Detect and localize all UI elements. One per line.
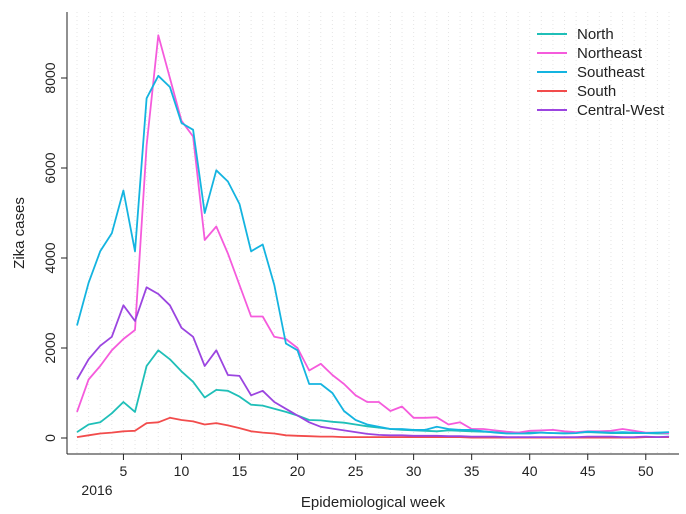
x-tick-label: 10 — [174, 463, 190, 479]
x-tick-label: 45 — [580, 463, 596, 479]
x-tick-label: 50 — [638, 463, 654, 479]
x-tick-label: 40 — [522, 463, 538, 479]
x-axis: 5 10 15 20 25 30 35 40 45 50 — [67, 453, 679, 479]
y-tick-label: 6000 — [42, 152, 58, 183]
legend-label-central-west: Central-West — [577, 102, 665, 119]
x-axis-title: Epidemiological week — [301, 494, 446, 511]
series-line-southeast — [76, 74, 670, 435]
year-label: 2016 — [81, 482, 112, 498]
y-axis-title: Zika cases — [11, 197, 28, 269]
y-tick-label: 8000 — [42, 62, 58, 93]
x-tick-label: 30 — [406, 463, 422, 479]
legend-label-north: North — [577, 26, 614, 43]
x-tick-label: 20 — [290, 463, 306, 479]
legend-label-northeast: Northeast — [577, 45, 643, 62]
series-line-central-west — [76, 286, 670, 439]
x-tick-label: 15 — [232, 463, 248, 479]
legend-label-south: South — [577, 83, 616, 100]
y-axis: 0 2000 4000 6000 8000 — [42, 12, 68, 454]
legend-label-southeast: Southeast — [577, 64, 645, 81]
x-tick-label: 5 — [120, 463, 128, 479]
y-tick-label: 2000 — [42, 332, 58, 363]
y-tick-label: 4000 — [42, 242, 58, 273]
y-tick-label: 0 — [42, 434, 58, 442]
series-line-northeast — [76, 34, 670, 434]
legend: North Northeast Southeast South Central-West — [537, 26, 665, 119]
series-lines — [76, 34, 670, 439]
x-tick-label: 25 — [348, 463, 364, 479]
x-tick-label: 35 — [464, 463, 480, 479]
